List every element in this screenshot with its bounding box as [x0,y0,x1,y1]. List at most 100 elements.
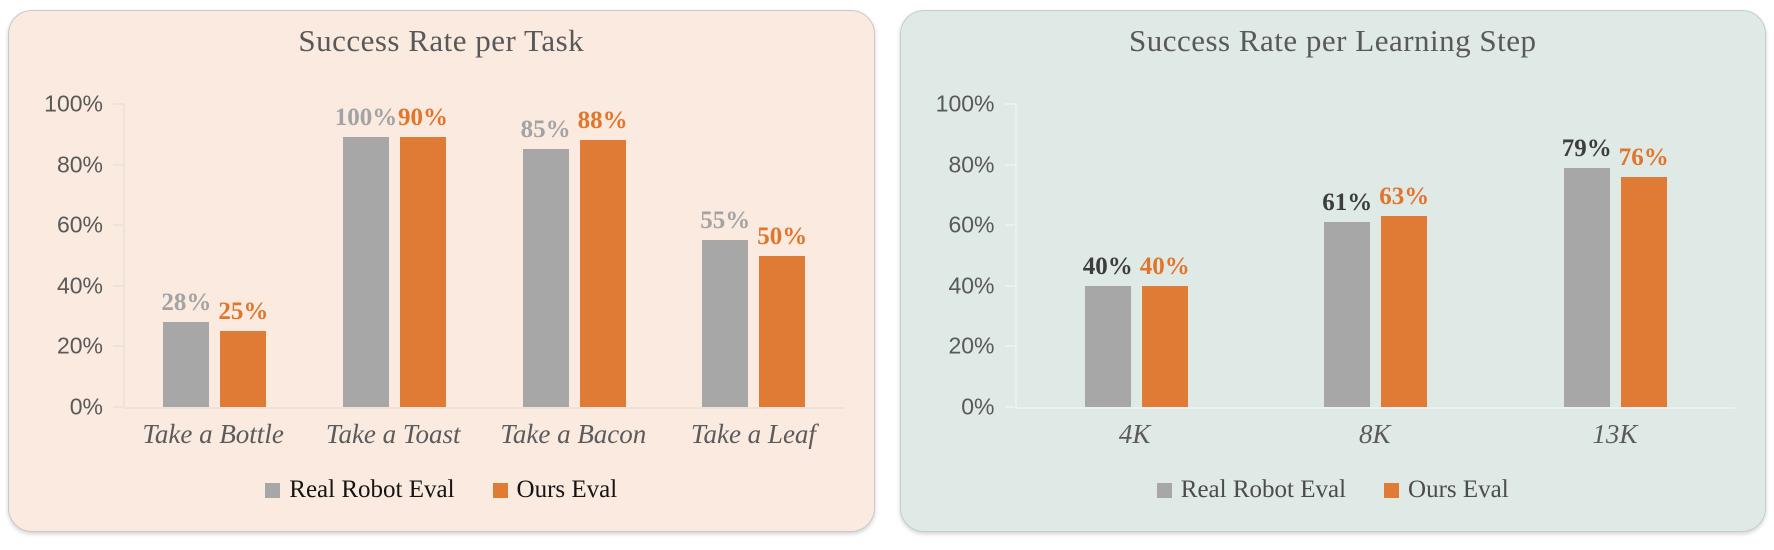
legend-item: Ours Eval [1384,476,1509,504]
bar-value-label: 85% [520,116,571,144]
bar-column: 63% [1379,104,1430,407]
legend-label: Ours Eval [1408,476,1509,503]
x-category-label: Take a Bacon [500,419,647,449]
bar [522,149,569,407]
bars-region: 28% 25% 100% 90% 85% 88% 55% 50% [125,104,844,407]
x-axis-line [1014,407,1735,409]
y-tick-mark [1004,103,1017,105]
bar-column: 90% [397,104,448,407]
legend-label: Ours Eval [516,476,618,503]
bar [1084,285,1131,407]
y-tick-label: 0% [69,393,103,420]
bar-value-label: 40% [1082,252,1133,280]
bars-region: 40% 40% 61% 63% 79% 76% [1017,104,1736,407]
y-tick-mark [1004,406,1017,408]
legend-swatch [492,482,508,498]
bar [220,331,267,407]
y-tick-mark [1004,224,1017,227]
legend-item: Real Robot Eval [265,476,455,504]
bar-value-label: 40% [1139,252,1190,280]
bar [1563,167,1610,407]
y-tick-label: 60% [56,211,103,238]
x-axis-line [123,407,844,409]
y-tick-mark [113,345,125,348]
bar-column: 76% [1618,104,1669,407]
y-tick-mark [113,284,125,287]
legend-swatch [1384,482,1400,498]
bar [1381,216,1428,407]
y-tick-label: 40% [948,272,995,299]
y-tick-mark [1004,163,1017,166]
bar-value-label: 28% [161,289,212,317]
plot-area: 40% 40% 61% 63% 79% 76% 0% 20% 40% 60% 80% 100% [936,91,1736,420]
chart-title: Success Rate per Task [298,23,585,58]
y-tick-label: 100% [44,90,103,117]
bar-value-label: 100% [334,104,398,131]
bar [579,140,626,407]
bar-value-label: 55% [700,207,751,235]
bar [1620,176,1667,407]
bar [1324,222,1371,407]
bar-column: 40% [1139,104,1190,407]
bar-column: 61% [1322,104,1373,407]
bar-value-label: 76% [1618,143,1669,171]
bar-value-label: 90% [397,104,448,131]
bar-column: 85% [520,104,571,407]
legend-label: Real Robot Eval [289,476,455,503]
x-category-label: Take a Bottle [142,419,284,449]
chart-card-success-rate-per-task: Success Rate per Task 28% 25% 100% 90% 85% 88… [8,10,875,532]
x-category-label: 13K [1592,419,1638,449]
x-category-label: Take a Leaf [690,419,816,449]
bar-column: 100% [335,104,397,407]
y-tick-mark [113,406,125,408]
bar-value-label: 25% [218,298,269,326]
y-tick-label: 40% [56,272,103,299]
bar [342,137,389,407]
y-tick-label: 80% [56,151,103,178]
bar-group: 100% 90% [305,104,485,407]
x-axis-labels: Take a Bottle Take a Toast Take a Bacon Tak… [123,419,844,450]
bar-column: 79% [1561,104,1612,407]
y-tick-mark [1004,284,1017,287]
legend-swatch [265,482,281,498]
y-tick-label: 60% [948,211,995,238]
bar [399,137,446,407]
x-axis-labels: 4K 8K 13K [1015,419,1736,450]
bar-value-label: 50% [757,222,808,250]
y-tick-label: 0% [961,393,995,420]
bar [759,255,806,407]
bar-column: 40% [1082,104,1133,407]
x-category-label: Take a Toast [325,419,461,449]
plot-area: 28% 25% 100% 90% 85% 88% 55% 50% 0% 20% 40% 60% 80%… [44,91,844,420]
x-category-label: 8K [1359,419,1391,449]
bar-column: 88% [578,104,628,407]
bar-value-label: 63% [1379,183,1430,211]
y-tick-mark [113,224,125,227]
bar-column: 25% [218,104,269,407]
bar-column: 28% [161,104,212,407]
bar-value-label: 61% [1322,189,1373,217]
y-tick-label: 80% [948,151,995,178]
bar [1141,285,1188,407]
bar-column: 55% [700,104,751,407]
legend-item: Real Robot Eval [1156,476,1346,504]
bar [702,240,749,407]
bar-group: 85% 88% [484,104,664,407]
x-category-label: 4K [1118,419,1151,449]
legend-swatch [1156,482,1172,498]
chart-card-success-rate-per-learning-step: Success Rate per Learning Step 40% 40% 61%… [899,10,1766,532]
bar-group: 55% 50% [664,104,844,407]
bar-column: 50% [757,104,808,407]
legend: Real Robot Eval Ours Eval [9,476,874,504]
y-tick-label: 20% [948,332,995,359]
y-tick-mark [1004,345,1017,348]
chart-title: Success Rate per Learning Step [1128,23,1537,58]
bar-group: 40% 40% [1017,104,1257,407]
bar-group: 79% 76% [1496,104,1736,407]
legend-item: Ours Eval [492,476,618,504]
y-tick-mark [113,103,125,105]
bar-group: 28% 25% [125,104,305,407]
y-tick-label: 20% [56,332,103,359]
bar-value-label: 79% [1561,134,1612,162]
bar [163,322,210,407]
